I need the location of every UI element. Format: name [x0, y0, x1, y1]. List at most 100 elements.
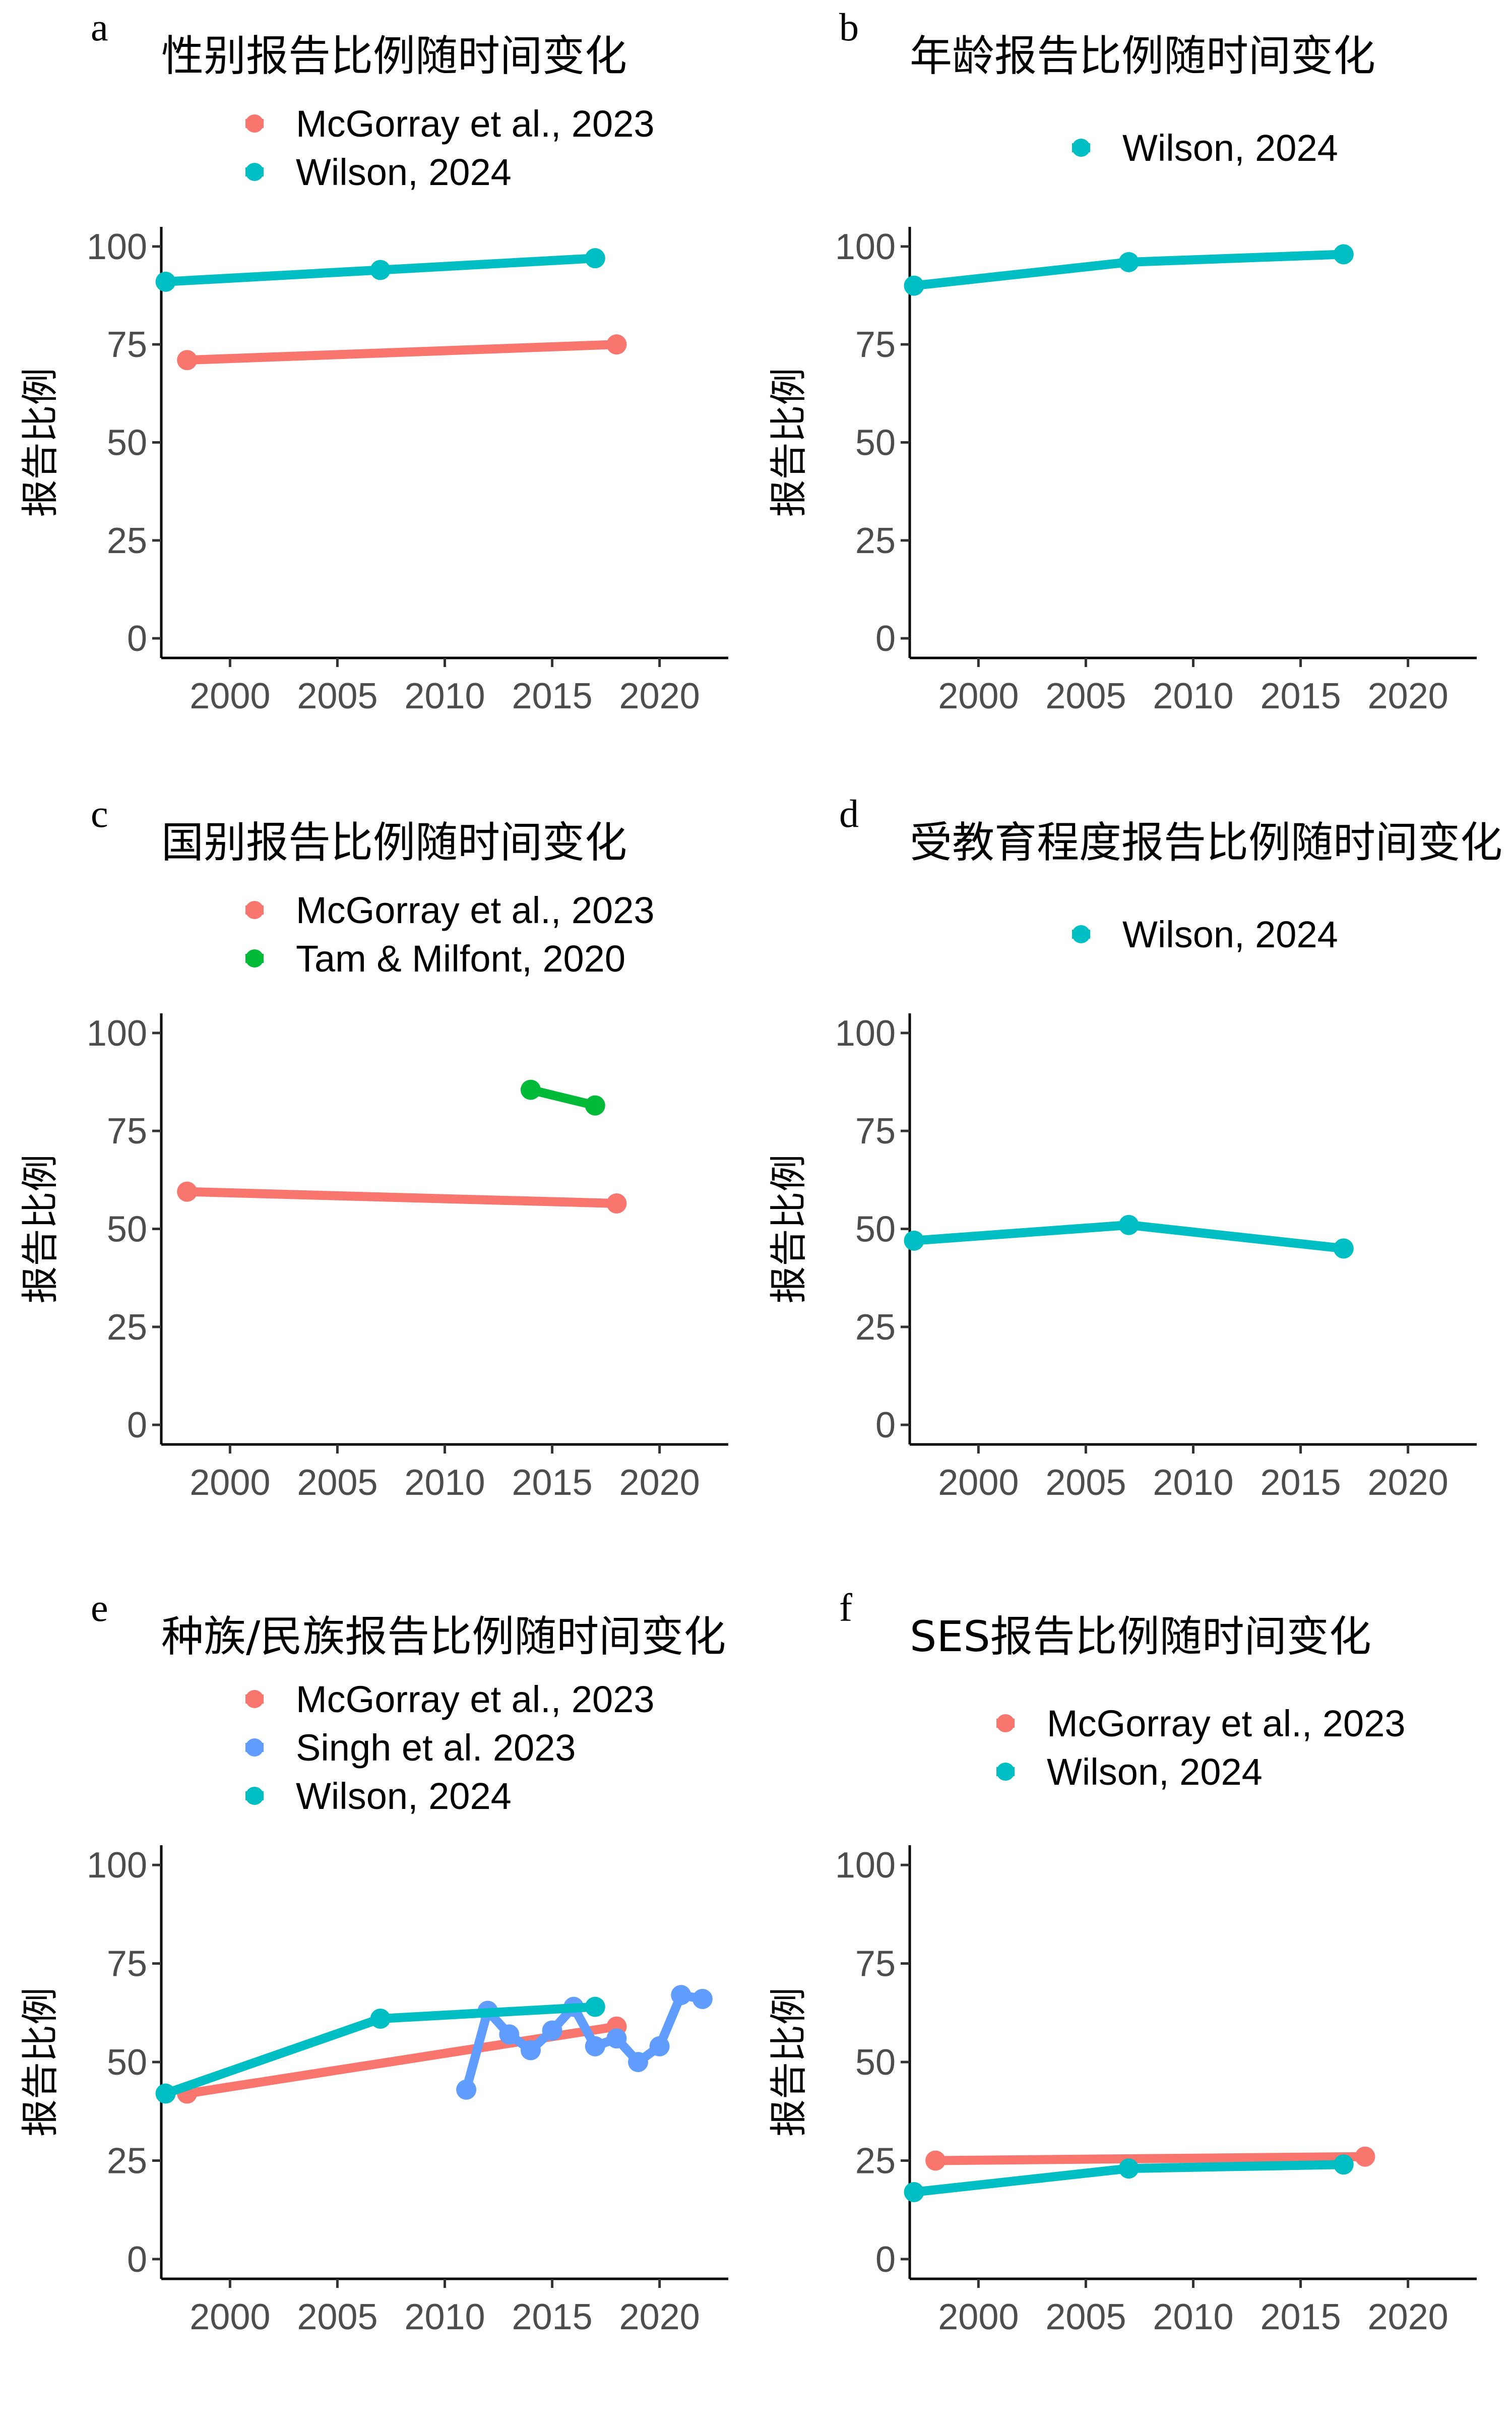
y-axis-title: 报告比例 [19, 368, 62, 517]
data-point [520, 1079, 541, 1100]
data-point [499, 2024, 520, 2045]
data-point [177, 350, 198, 371]
y-tick-label: 50 [855, 2042, 896, 2083]
y-tick-label: 25 [855, 2141, 896, 2181]
data-point [370, 2009, 391, 2029]
legend-key-dot [996, 1763, 1015, 1781]
legend: Wilson, 2024 [1072, 127, 1338, 169]
legend-label: Singh et al. 2023 [296, 1727, 576, 1769]
data-point [155, 271, 176, 292]
data-point [606, 1193, 627, 1214]
x-tick-label: 2005 [1045, 1463, 1126, 1503]
x-tick-label: 2015 [512, 1463, 592, 1503]
legend-key-dot [245, 114, 264, 133]
y-tick-label: 75 [855, 1111, 896, 1152]
x-tick-label: 2020 [1368, 2297, 1448, 2337]
legend-item: Wilson, 2024 [245, 151, 512, 193]
legend: McGorray et al., 2023 Wilson, 2024 [996, 1703, 1406, 1793]
panel-f: f SES报告比例随时间变化 McGorray et al., 2023 Wilson… [767, 1586, 1477, 2337]
data-point [1333, 244, 1354, 265]
panel-title: 年龄报告比例随时间变化 [910, 31, 1375, 81]
data-point [606, 2028, 627, 2049]
data-point [585, 248, 605, 269]
legend-item: McGorray et al., 2023 [996, 1703, 1406, 1744]
panel-letter: c [91, 792, 108, 835]
legend-label: McGorray et al., 2023 [1047, 1703, 1406, 1744]
y-tick-label: 50 [107, 2042, 147, 2083]
x-tick-label: 2000 [938, 676, 1019, 716]
legend-key-dot [245, 901, 264, 919]
data-point [1333, 2154, 1354, 2175]
y-tick-label: 0 [127, 2240, 147, 2280]
y-tick-label: 75 [107, 1944, 147, 1984]
x-tick-label: 2005 [297, 676, 377, 716]
data-point [1355, 2146, 1375, 2167]
data-point [1118, 252, 1139, 272]
series-0 [904, 244, 1354, 296]
legend-label: McGorray et al., 2023 [296, 103, 655, 145]
y-tick-label: 25 [855, 1307, 896, 1348]
x-tick-label: 2000 [938, 1463, 1019, 1503]
panel-letter: b [839, 5, 859, 49]
legend-label: Wilson, 2024 [1047, 1751, 1263, 1793]
legend-key-dot [245, 1690, 264, 1708]
y-tick-label: 0 [875, 619, 896, 659]
data-point [904, 1230, 924, 1251]
data-point [542, 2020, 562, 2041]
x-tick-label: 2000 [190, 1463, 270, 1503]
y-tick-label: 50 [107, 1209, 147, 1250]
data-point [585, 2036, 605, 2056]
y-tick-label: 100 [87, 1845, 147, 1886]
data-point [1118, 1215, 1139, 1235]
legend-item: McGorray et al., 2023 [245, 889, 655, 931]
legend-item: Wilson, 2024 [245, 1775, 512, 1817]
y-tick-label: 0 [875, 2240, 896, 2280]
legend-item: Wilson, 2024 [1072, 914, 1338, 955]
y-tick-label: 50 [107, 423, 147, 463]
x-tick-label: 2005 [1045, 676, 1126, 716]
panel-a: a 性别报告比例随时间变化 McGorray et al., 2023 Wilson,… [19, 5, 728, 716]
x-tick-label: 2010 [1153, 1463, 1233, 1503]
legend-item: Tam & Milfont, 2020 [245, 938, 625, 980]
legend-label: McGorray et al., 2023 [296, 889, 655, 931]
legend-key-dot [245, 1787, 264, 1805]
x-tick-label: 2010 [1153, 676, 1233, 716]
legend-key-dot [245, 163, 264, 181]
legend-item: Singh et al. 2023 [245, 1727, 576, 1769]
x-tick-label: 2020 [1368, 676, 1448, 716]
panel-letter: f [839, 1586, 852, 1629]
panel-c: c 国别报告比例随时间变化 McGorray et al., 2023 Tam & M… [19, 792, 728, 1503]
series-0 [177, 1181, 627, 1214]
series-line [529, 1085, 596, 1110]
legend-item: McGorray et al., 2023 [245, 1678, 655, 1720]
y-tick-label: 25 [107, 521, 147, 561]
data-point [649, 2036, 670, 2056]
legend: McGorray et al., 2023 Wilson, 2024 [245, 103, 655, 193]
data-point [671, 1985, 691, 2006]
series-1 [155, 248, 605, 292]
legend-item: Wilson, 2024 [1072, 127, 1338, 169]
series-1 [456, 1985, 713, 2100]
legend-label: Wilson, 2024 [1122, 914, 1338, 955]
legend-key-dot [245, 949, 264, 967]
y-tick-label: 100 [835, 1845, 896, 1886]
panel-title: 国别报告比例随时间变化 [161, 818, 627, 867]
panel-title: 种族/民族报告比例随时间变化 [161, 1612, 726, 1661]
x-tick-label: 2015 [1260, 2297, 1341, 2337]
x-tick-label: 2020 [619, 2297, 700, 2337]
x-tick-label: 2010 [1153, 2297, 1233, 2337]
y-tick-label: 0 [127, 619, 147, 659]
x-tick-label: 2020 [1368, 1463, 1448, 1503]
series-0 [904, 1215, 1354, 1259]
y-tick-label: 0 [127, 1405, 147, 1445]
data-point [904, 275, 924, 296]
x-tick-label: 2015 [512, 676, 592, 716]
legend: McGorray et al., 2023 Singh et al. 2023 Wi… [245, 1678, 655, 1817]
series-0 [177, 334, 627, 371]
panel-letter: d [839, 792, 859, 835]
y-tick-label: 75 [107, 1111, 147, 1152]
y-tick-label: 100 [87, 227, 147, 267]
x-tick-label: 2000 [190, 2297, 270, 2337]
x-tick-label: 2015 [1260, 676, 1341, 716]
